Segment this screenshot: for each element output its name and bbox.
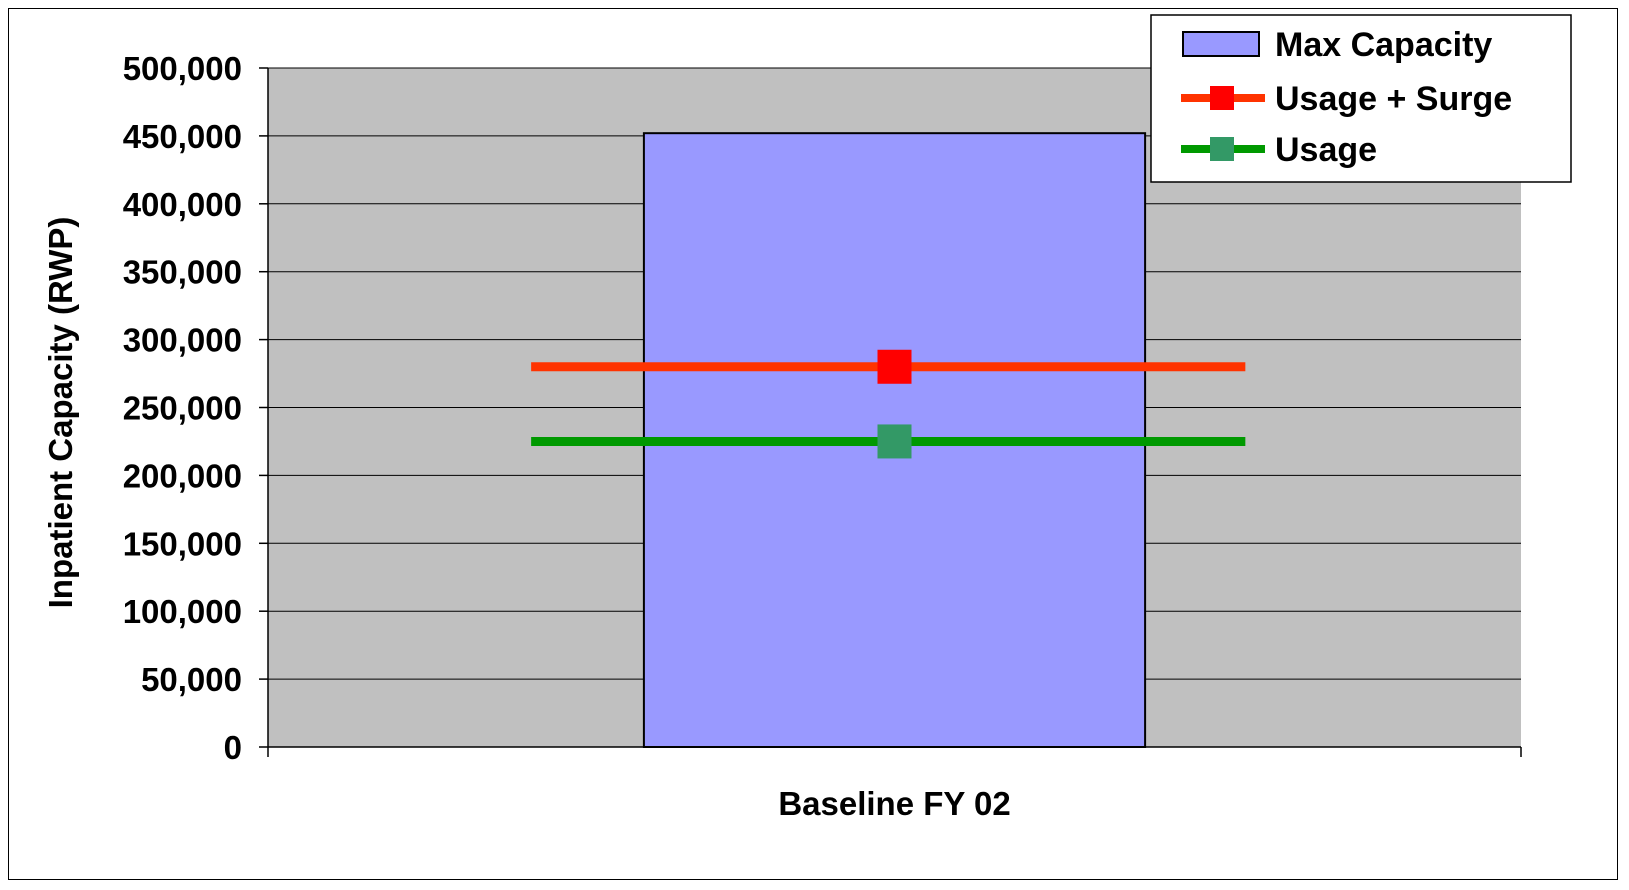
marker-usage — [877, 424, 912, 459]
legend-marker-usage — [1210, 137, 1234, 161]
y-tick-label: 450,000 — [123, 118, 242, 155]
legend-swatch-max-capacity — [1182, 31, 1260, 57]
y-tick-label: 150,000 — [123, 525, 242, 562]
y-tick-label: 100,000 — [123, 593, 242, 630]
legend-label-max-capacity: Max Capacity — [1275, 26, 1492, 64]
series-lines — [531, 349, 1246, 459]
y-tick-label: 0 — [224, 729, 242, 766]
y-tick-label: 400,000 — [123, 186, 242, 223]
y-tick-label: 50,000 — [141, 661, 242, 698]
axes: 0 50,000 100,000 150,000 200,000 250,000 300,0… — [123, 50, 1522, 822]
y-tick-label: 300,000 — [123, 322, 242, 359]
legend-label-usage-surge: Usage + Surge — [1275, 80, 1512, 118]
y-tick-label: 200,000 — [123, 457, 242, 494]
y-tick-label: 350,000 — [123, 254, 242, 291]
y-tick-label: 250,000 — [123, 390, 242, 427]
y-tick-label: 500,000 — [123, 50, 242, 87]
legend-marker-usage-surge — [1210, 86, 1234, 110]
y-axis-title: Inpatient Capacity (RWP) — [42, 217, 79, 609]
marker-usage-surge — [877, 349, 912, 384]
x-tick-label: Baseline FY 02 — [778, 785, 1010, 822]
legend: Max Capacity Usage + Surge Usage — [1150, 14, 1572, 183]
legend-label-usage: Usage — [1275, 131, 1377, 169]
